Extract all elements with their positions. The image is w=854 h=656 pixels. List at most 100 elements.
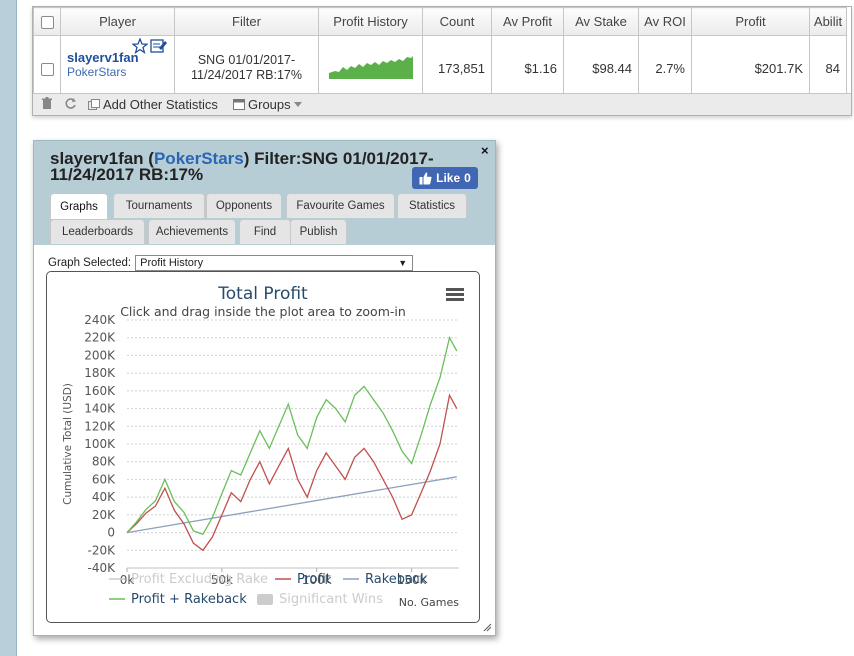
filter-line-1: SNG 01/01/2017-: [197, 53, 296, 67]
menu-icon[interactable]: [446, 288, 464, 301]
resize-handle-icon[interactable]: [482, 622, 492, 632]
chart-title: Total Profit: [217, 284, 308, 304]
row-checkbox[interactable]: [40, 62, 54, 76]
av-roi-value: 2.7%: [638, 35, 692, 101]
av-stake-value: $98.44: [563, 35, 639, 101]
header-av-profit[interactable]: Av Profit: [491, 7, 564, 36]
filter-line-2: 11/24/2017 RB:17%: [191, 68, 302, 82]
series-line-profit-rakeback[interactable]: [126, 335, 458, 536]
y-tick-label: 180K: [84, 366, 116, 380]
like-label: Like: [436, 171, 461, 185]
y-tick-label: -40K: [88, 561, 117, 575]
notes-icon[interactable]: [150, 38, 168, 57]
header-profit[interactable]: Profit: [691, 7, 810, 36]
series-line-profit[interactable]: [126, 393, 458, 552]
tab-statistics[interactable]: Statistics: [397, 193, 467, 218]
results-table-panel: Player Filter Profit History Count Av Pr…: [32, 6, 852, 116]
like-count: 0: [464, 171, 471, 185]
tab-achievements[interactable]: Achievements: [148, 219, 236, 244]
trash-icon[interactable]: [41, 97, 53, 110]
title-site-link[interactable]: PokerStars: [153, 149, 244, 168]
y-tick-label: 80K: [92, 455, 116, 469]
popup-title: slayerv1fan (PokerStars) Filter:SNG 01/0…: [50, 149, 450, 184]
y-tick-label: -20K: [88, 543, 117, 557]
header-filter[interactable]: Filter: [174, 7, 319, 36]
graph-select[interactable]: Profit History ▼: [135, 255, 414, 271]
y-tick-label: 200K: [84, 348, 116, 362]
star-icon[interactable]: [131, 37, 149, 57]
filter-cell: SNG 01/01/2017- 11/24/2017 RB:17%: [174, 35, 319, 101]
popup-header: slayerv1fan (PokerStars) Filter:SNG 01/0…: [34, 141, 495, 245]
row-select-cell[interactable]: [33, 35, 61, 101]
y-tick-label: 220K: [84, 331, 116, 345]
y-tick-label: 140K: [84, 402, 116, 416]
tab-graphs[interactable]: Graphs: [50, 193, 108, 219]
add-icon: [88, 98, 100, 110]
like-button[interactable]: Like 0: [412, 167, 478, 189]
chevron-down-icon: [293, 101, 302, 107]
header-profit-history[interactable]: Profit History: [318, 7, 423, 36]
player-name-link[interactable]: slayerv1fan: [67, 50, 139, 65]
legend-item[interactable]: Profit Excluding Rake: [131, 572, 268, 587]
table-footer-toolbar: Add Other Statistics Groups: [33, 93, 851, 115]
add-other-statistics-button[interactable]: Add Other Statistics: [88, 97, 218, 112]
y-tick-label: 240K: [84, 313, 116, 327]
refresh-icon[interactable]: [64, 97, 77, 110]
graph-select-value: Profit History: [140, 257, 204, 269]
y-tick-label: 100K: [84, 437, 116, 451]
select-all-checkbox[interactable]: [40, 16, 54, 30]
header-select-all[interactable]: [33, 7, 61, 36]
x-tick-label: 100k: [302, 573, 332, 587]
header-ability[interactable]: Abilit: [809, 7, 847, 36]
chart-subtitle: Click and drag inside the plot area to z…: [120, 304, 406, 319]
y-tick-label: 40K: [92, 490, 116, 504]
table-header-row: Player Filter Profit History Count Av Pr…: [33, 7, 847, 36]
add-other-statistics-label: Add Other Statistics: [103, 97, 218, 112]
y-tick-label: 20K: [92, 508, 116, 522]
groups-label: Groups: [248, 97, 291, 112]
player-site-link[interactable]: PokerStars: [67, 65, 127, 79]
y-axis-label: Cumulative Total (USD): [62, 383, 74, 505]
profit-history-cell[interactable]: [318, 35, 423, 101]
groups-icon: [233, 99, 245, 110]
profit-history-sparkline[interactable]: [328, 55, 413, 79]
series-line-rakeback[interactable]: [126, 476, 457, 534]
x-tick-label: 0k: [120, 573, 135, 587]
tab-opponents[interactable]: Opponents: [206, 193, 282, 218]
y-tick-label: 60K: [92, 472, 116, 486]
legend-symbol[interactable]: [257, 594, 273, 605]
results-table: Player Filter Profit History Count Av Pr…: [33, 7, 847, 101]
close-icon[interactable]: ×: [481, 143, 489, 158]
x-axis-label: No. Games: [399, 596, 460, 609]
legend-item[interactable]: Profit + Rakeback: [131, 592, 247, 607]
x-tick-label: 150k: [397, 573, 427, 587]
tab-find[interactable]: Find: [239, 219, 291, 244]
header-av-roi[interactable]: Av ROI: [638, 7, 692, 36]
thumbs-up-icon: [419, 172, 432, 184]
count-value: 173,851: [422, 35, 492, 101]
graph-selected-label: Graph Selected:: [48, 257, 132, 269]
tab-tournaments[interactable]: Tournaments: [113, 193, 205, 218]
left-edge-bar: [0, 0, 17, 656]
header-player[interactable]: Player: [60, 7, 175, 36]
av-profit-value: $1.16: [491, 35, 564, 101]
groups-dropdown[interactable]: Groups: [233, 97, 302, 112]
tab-publish[interactable]: Publish: [290, 219, 347, 244]
tab-favourite-games[interactable]: Favourite Games: [286, 193, 395, 218]
profit-value: $201.7K: [691, 35, 810, 101]
legend-item[interactable]: Significant Wins: [279, 592, 383, 607]
tab-leaderboards[interactable]: Leaderboards: [50, 219, 145, 244]
header-av-stake[interactable]: Av Stake: [563, 7, 639, 36]
legend-item[interactable]: Profit: [297, 572, 331, 587]
y-tick-label: 0: [107, 526, 115, 540]
table-row: slayerv1fan PokerStars SNG 01/01/2017- 1…: [33, 35, 847, 101]
y-tick-label: 120K: [84, 419, 116, 433]
title-open-paren: (: [143, 149, 154, 168]
title-player: slayerv1fan: [50, 149, 144, 168]
chart-container[interactable]: Total Profit Click and drag inside the pl…: [46, 271, 480, 623]
title-filter: ) Filter:SNG 01/01/2017-11/24/2017 RB:17…: [50, 149, 434, 184]
header-count[interactable]: Count: [422, 7, 492, 36]
y-tick-label: 160K: [84, 384, 116, 398]
legend-item[interactable]: Rakeback: [365, 572, 428, 587]
